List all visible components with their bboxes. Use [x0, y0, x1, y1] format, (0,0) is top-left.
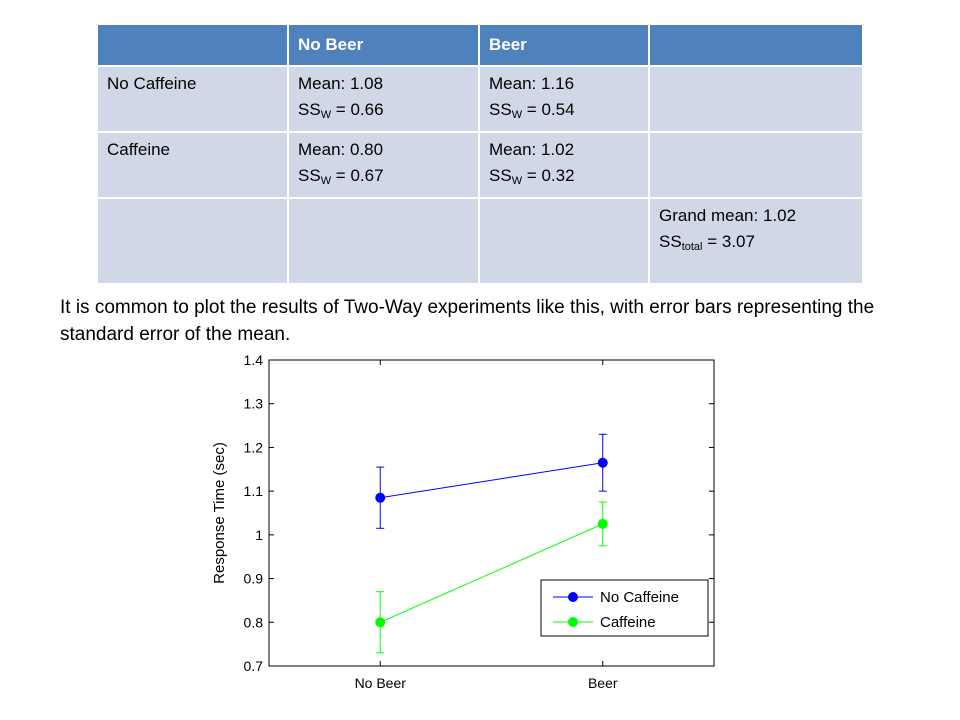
legend-box	[540, 579, 709, 637]
y-tick-label: 1	[255, 527, 263, 543]
series-line	[380, 523, 603, 623]
cell-ss: SSW = 0.67	[298, 166, 384, 187]
cell-empty	[648, 65, 864, 133]
legend-label: No Caffeine	[600, 589, 679, 606]
cell-mean: Mean: 0.80	[298, 140, 384, 159]
legend-marker	[568, 592, 578, 602]
data-point	[375, 617, 386, 628]
line-chart: 0.7 0.8 0.9 1 1.1 1.2 1.3 1.4 No Beer Beer Respons…	[211, 352, 715, 691]
header-cell-beer: Beer	[478, 23, 650, 67]
y-tick-label: 0.7	[244, 658, 264, 674]
grand-ss-text: SStotal = 3.07	[659, 232, 755, 253]
y-axis-label: Response Time (sec)	[211, 442, 228, 584]
cell-empty	[96, 197, 289, 285]
cell-no-caffeine-no-beer: Mean: 1.08 SSW = 0.66	[287, 65, 480, 133]
cell-empty	[648, 131, 864, 199]
cell-empty	[287, 197, 480, 285]
table-row: Caffeine Mean: 0.80 SSW = 0.67 Mean: 1.0…	[96, 131, 864, 199]
cell-mean: Mean: 1.08	[298, 74, 384, 93]
header-cell-empty-right	[648, 23, 864, 67]
series-line	[380, 462, 603, 499]
cell-ss: SSW = 0.54	[489, 100, 575, 121]
y-tick-label: 1.2	[244, 439, 264, 455]
data-point	[597, 457, 608, 468]
x-tick-label: Beer	[588, 675, 618, 691]
cell-caffeine-beer: Mean: 1.02 SSW = 0.32	[478, 131, 650, 199]
y-tick-label: 0.9	[244, 571, 264, 587]
y-tick-label: 1.4	[244, 352, 264, 368]
header-cell-no-beer: No Beer	[287, 23, 480, 67]
cell-empty	[478, 197, 650, 285]
y-tick-label: 1.1	[244, 483, 264, 499]
y-tick-label: 0.8	[244, 614, 264, 630]
header-cell-empty-left	[96, 23, 289, 67]
grand-mean-text: Grand mean: 1.02	[659, 206, 797, 225]
cell-no-caffeine-beer: Mean: 1.16 SSW = 0.54	[478, 65, 650, 133]
table-header-row: No Beer Beer	[96, 23, 864, 67]
table-row: No Caffeine Mean: 1.08 SSW = 0.66 Mean: …	[96, 65, 864, 133]
summary-table: No Beer Beer No Caffeine Mean: 1.08 SSW …	[96, 23, 864, 285]
cell-ss: SSW = 0.32	[489, 166, 575, 187]
table-row: Grand mean: 1.02 SStotal = 3.07	[96, 197, 864, 285]
x-tick-label: No Beer	[355, 675, 407, 691]
legend-label: Caffeine	[600, 614, 656, 631]
description-text: It is common to plot the results of Two-…	[60, 297, 875, 345]
row-label: No Caffeine	[96, 65, 289, 133]
data-point	[375, 492, 386, 503]
legend-marker	[568, 617, 578, 627]
cell-ss: SSW = 0.66	[298, 100, 384, 121]
cell-mean: Mean: 1.02	[489, 140, 575, 159]
cell-grand-mean: Grand mean: 1.02 SStotal = 3.07	[648, 197, 864, 285]
data-point	[597, 518, 608, 529]
y-tick-label: 1.3	[244, 396, 264, 412]
row-label: Caffeine	[96, 131, 289, 199]
cell-caffeine-no-beer: Mean: 0.80 SSW = 0.67	[287, 131, 480, 199]
cell-mean: Mean: 1.16	[489, 74, 575, 93]
